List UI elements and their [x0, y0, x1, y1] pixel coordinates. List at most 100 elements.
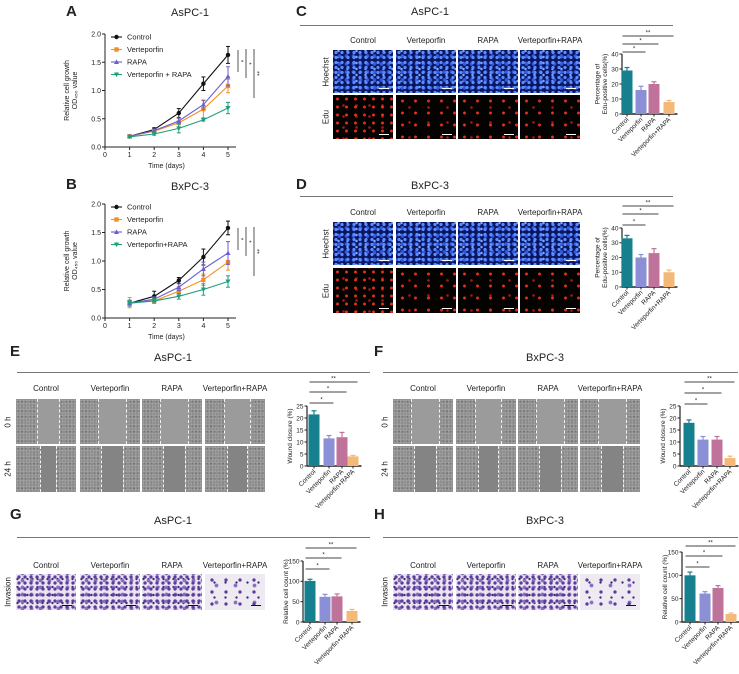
- data-point: [152, 298, 157, 304]
- wound-gap: [598, 399, 626, 444]
- column-header: RAPA: [161, 384, 183, 393]
- wound-image: [16, 446, 76, 492]
- wound-edge-line: [40, 446, 42, 492]
- significance-label: **: [329, 543, 334, 549]
- y-tick-label: 0.0: [91, 316, 101, 323]
- edu-image: [396, 268, 456, 313]
- significance-label: *: [639, 39, 642, 45]
- significance-label: **: [707, 377, 712, 383]
- scale-bar: [566, 87, 576, 89]
- data-point: [200, 287, 206, 293]
- significance-label: *: [237, 60, 243, 63]
- x-tick-label: RAPA: [704, 624, 722, 642]
- data-point: [127, 133, 133, 139]
- x-tick-label: 3: [177, 152, 181, 159]
- x-tick-label: 0: [103, 323, 107, 330]
- series-line: [129, 85, 229, 137]
- significance-label: **: [708, 541, 713, 547]
- series-verteporfin: [127, 78, 231, 139]
- wound-gap: [227, 446, 247, 492]
- wound-gap: [478, 446, 498, 492]
- wound-edge-line: [184, 446, 186, 492]
- scale-bar: [62, 604, 72, 606]
- bar-verteporfin: [323, 438, 335, 466]
- bar-control: [621, 238, 633, 287]
- invasion-image: [16, 574, 76, 610]
- column-header: RAPA: [477, 36, 499, 45]
- scale-bar: [442, 87, 452, 89]
- wound-edge-line: [122, 446, 124, 492]
- data-point: [225, 73, 231, 79]
- bar-verteporfin-rapa: [663, 272, 675, 287]
- invasion-image: [205, 574, 265, 610]
- panel-title: BxPC-3: [526, 352, 564, 364]
- data-point: [225, 83, 231, 89]
- y-tick-label: 20: [611, 81, 619, 88]
- wound-gap: [600, 446, 623, 492]
- bar-rapa: [712, 587, 724, 622]
- significance-label: *: [320, 398, 323, 404]
- y-tick-label: 25: [669, 403, 677, 410]
- series-control: [127, 220, 231, 307]
- series-line: [129, 261, 229, 304]
- wound-edge-line: [160, 399, 161, 444]
- bar-rapa: [648, 84, 660, 114]
- wound-image: [518, 446, 578, 492]
- column-header: Verteporfin+RAPA: [202, 561, 268, 570]
- growth-line-chart-B: BxPC-3 0.0 0.5 1.0 1.5 2.0 0 1 2 3 4 5 Time (days) Re…: [64, 181, 259, 341]
- wound-edge-line: [600, 446, 602, 492]
- data-point: [176, 110, 181, 116]
- x-axis-label: Time (days): [148, 163, 185, 170]
- column-header: Control: [350, 36, 376, 45]
- x-tick-label: Control: [611, 289, 631, 309]
- significance-label: *: [639, 209, 642, 215]
- data-point: [114, 204, 119, 210]
- scale-bar: [188, 604, 198, 606]
- significance-label: *: [327, 387, 330, 393]
- scale-bar: [504, 133, 514, 135]
- bar-rapa: [711, 439, 723, 466]
- x-tick-label: 3: [177, 323, 181, 330]
- y-tick-label: 20: [669, 415, 677, 422]
- scale-bar: [626, 604, 636, 606]
- wound-gap: [536, 399, 564, 444]
- panel-divider: [300, 196, 673, 197]
- significance-label: *: [322, 553, 325, 559]
- row-label: Invasion: [380, 577, 390, 607]
- panel-title: AsPC-1: [411, 6, 449, 18]
- scale-bar: [502, 604, 512, 606]
- wound-edge-line: [100, 446, 102, 492]
- bar-rapa: [331, 596, 343, 622]
- wound-gap: [98, 399, 126, 444]
- row-label: Edu: [321, 109, 331, 125]
- y-tick-label: 10: [669, 439, 677, 446]
- data-point: [151, 298, 157, 304]
- wound-edge-line: [411, 399, 412, 444]
- wound-gap: [100, 446, 123, 492]
- scale-bar: [379, 307, 389, 309]
- y-tick-label: 40: [611, 51, 619, 58]
- data-point: [114, 242, 119, 248]
- wound-edge-line: [500, 399, 502, 444]
- data-point: [200, 117, 206, 123]
- y-tick-label: 100: [289, 579, 300, 586]
- x-tick-label: Verteporfin+RAPA: [692, 624, 735, 667]
- hoechst-image: [396, 50, 456, 93]
- significance-label: *: [245, 240, 251, 243]
- y-tick-label: 40: [611, 225, 619, 232]
- wound-edge-line: [475, 399, 477, 444]
- series-line: [129, 280, 229, 304]
- column-header: Verteporfin: [90, 384, 130, 393]
- column-header: RAPA: [537, 384, 559, 393]
- legend-label: Verteporfin: [127, 215, 163, 224]
- y-tick-label: 10: [611, 270, 619, 277]
- column-header: Control: [350, 208, 376, 217]
- wound-edge-line: [56, 446, 58, 492]
- data-point: [225, 259, 231, 265]
- wound-image: [580, 399, 640, 444]
- row-label: Hoechst: [321, 56, 331, 87]
- y-axis-label: Percentage of: [595, 64, 602, 105]
- significance-label: **: [331, 377, 336, 383]
- wound-edge-line: [622, 446, 624, 492]
